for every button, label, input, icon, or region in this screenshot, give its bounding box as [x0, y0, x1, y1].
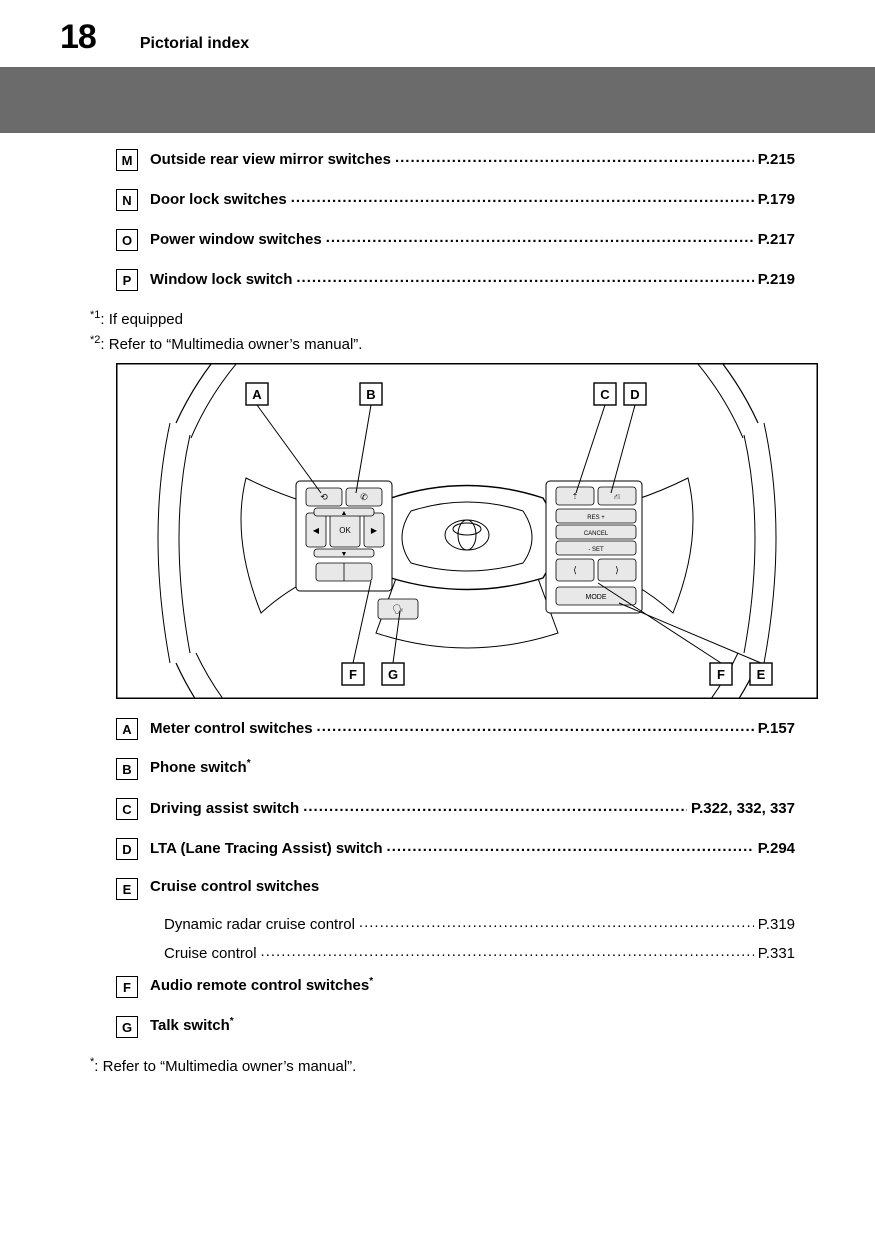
- svg-text:⟩: ⟩: [615, 565, 619, 575]
- page: 18 Pictorial index M Outside rear view m…: [0, 0, 875, 1241]
- svg-text:MODE: MODE: [586, 594, 607, 601]
- page-header: 18 Pictorial index: [0, 0, 875, 67]
- svg-text:⛙: ⛙: [614, 492, 620, 501]
- svg-text:▲: ▲: [341, 510, 348, 517]
- callout-letter-box: M: [116, 149, 138, 171]
- index-row: O Power window switches P.217: [116, 229, 795, 251]
- index-row: M Outside rear view mirror switches P.21…: [116, 149, 795, 171]
- svg-text:CANCEL: CANCEL: [584, 531, 609, 537]
- svg-text:OK: OK: [339, 526, 351, 535]
- svg-text:G: G: [388, 667, 398, 682]
- index-page-ref: P.219: [758, 271, 795, 288]
- index-label: Driving assist switch: [150, 800, 299, 817]
- svg-text:D: D: [630, 387, 639, 402]
- steering-wheel-diagram: ⟲ ✆ ◀ OK ▶ ▲ ▼ 🗣 ⇡ ⛙ RES + CANCEL - SET ⟨ ⟩ MODE A B C D F G F…: [116, 363, 818, 704]
- index-row: E Cruise control switches: [116, 878, 795, 900]
- index-label: Door lock switches: [150, 191, 287, 208]
- index-line: Audio remote control switches*: [150, 976, 795, 994]
- index-page-ref: P.322, 332, 337: [691, 800, 795, 817]
- index-row: N Door lock switches P.179: [116, 189, 795, 211]
- section-title: Pictorial index: [140, 35, 249, 53]
- page-number: 18: [60, 18, 96, 57]
- index-page-ref: P.157: [758, 720, 795, 737]
- index-line: Power window switches P.217: [150, 229, 795, 248]
- index-line: Cruise control switches: [150, 878, 795, 895]
- section-divider-bar: [0, 67, 875, 133]
- callout-letter-box: F: [116, 976, 138, 998]
- svg-text:- SET: - SET: [588, 547, 604, 553]
- bottom-footnote: *: Refer to “Multimedia owner’s manual”.: [90, 1056, 795, 1075]
- callout-letter-box: C: [116, 798, 138, 820]
- index-line: Outside rear view mirror switches P.215: [150, 149, 795, 168]
- index-label: Meter control switches: [150, 720, 313, 737]
- index-label: Talk switch*: [150, 1016, 234, 1034]
- index-page-ref: P.215: [758, 151, 795, 168]
- index-row: P Window lock switch P.219: [116, 269, 795, 291]
- svg-text:C: C: [600, 387, 610, 402]
- svg-text:F: F: [349, 667, 357, 682]
- callout-letter-box: B: [116, 758, 138, 780]
- svg-text:▶: ▶: [371, 526, 378, 535]
- footnote: *2: Refer to “Multimedia owner’s manual”…: [90, 334, 795, 353]
- index-row: G Talk switch*: [116, 1016, 795, 1038]
- svg-text:⟨: ⟨: [573, 565, 577, 575]
- footnotes: *1: If equipped *2: Refer to “Multimedia …: [90, 309, 795, 353]
- callout-letter-box: O: [116, 229, 138, 251]
- index-row: C Driving assist switch P.322, 332, 337: [116, 798, 795, 820]
- index-label: Phone switch*: [150, 758, 251, 776]
- leader-dots: [395, 149, 754, 164]
- index-subline: Dynamic radar cruise controlP.319: [164, 914, 795, 933]
- callout-letter-box: N: [116, 189, 138, 211]
- index-line: Meter control switches P.157: [150, 718, 795, 737]
- svg-text:▼: ▼: [341, 551, 348, 558]
- leader-dots: [291, 189, 754, 204]
- index-label: Window lock switch: [150, 271, 292, 288]
- callout-letter-box: E: [116, 878, 138, 900]
- leader-dots: [387, 838, 754, 853]
- index-label: Power window switches: [150, 231, 322, 248]
- index-line: Window lock switch P.219: [150, 269, 795, 288]
- index-line: Door lock switches P.179: [150, 189, 795, 208]
- svg-text:A: A: [252, 387, 262, 402]
- index-subline: Cruise controlP.331: [164, 943, 795, 962]
- callout-letter-box: G: [116, 1016, 138, 1038]
- leader-dots: [303, 798, 687, 813]
- index-label: Audio remote control switches*: [150, 976, 373, 994]
- index-page-ref: P.217: [758, 231, 795, 248]
- svg-text:✆: ✆: [360, 492, 368, 502]
- index-row: F Audio remote control switches*: [116, 976, 795, 998]
- svg-text:B: B: [366, 387, 375, 402]
- callout-letter-box: P: [116, 269, 138, 291]
- svg-text:◀: ◀: [313, 526, 320, 535]
- leader-dots: [326, 229, 754, 244]
- index-line: LTA (Lane Tracing Assist) switch P.294: [150, 838, 795, 857]
- svg-text:⟲: ⟲: [320, 492, 328, 502]
- footnote: *1: If equipped: [90, 309, 795, 328]
- top-index-list: M Outside rear view mirror switches P.21…: [116, 149, 795, 291]
- index-line: Talk switch*: [150, 1016, 795, 1034]
- index-row: D LTA (Lane Tracing Assist) switch P.294: [116, 838, 795, 860]
- index-label: LTA (Lane Tracing Assist) switch: [150, 840, 383, 857]
- index-label: Outside rear view mirror switches: [150, 151, 391, 168]
- svg-text:E: E: [757, 667, 766, 682]
- index-row: A Meter control switches P.157: [116, 718, 795, 740]
- leader-dots: [317, 718, 754, 733]
- callout-letter-box: D: [116, 838, 138, 860]
- svg-text:🗣: 🗣: [392, 604, 403, 614]
- bottom-index-list: A Meter control switches P.157 B Phone s…: [116, 718, 795, 1038]
- index-page-ref: P.179: [758, 191, 795, 208]
- index-row: B Phone switch*: [116, 758, 795, 780]
- callout-letter-box: A: [116, 718, 138, 740]
- leader-dots: [296, 269, 753, 284]
- svg-text:F: F: [717, 667, 725, 682]
- index-label: Cruise control switches: [150, 878, 319, 895]
- svg-text:⇡: ⇡: [572, 492, 579, 501]
- content-area: M Outside rear view mirror switches P.21…: [0, 133, 875, 1075]
- index-line: Phone switch*: [150, 758, 795, 776]
- index-line: Driving assist switch P.322, 332, 337: [150, 798, 795, 817]
- svg-text:RES +: RES +: [587, 515, 605, 521]
- index-page-ref: P.294: [758, 840, 795, 857]
